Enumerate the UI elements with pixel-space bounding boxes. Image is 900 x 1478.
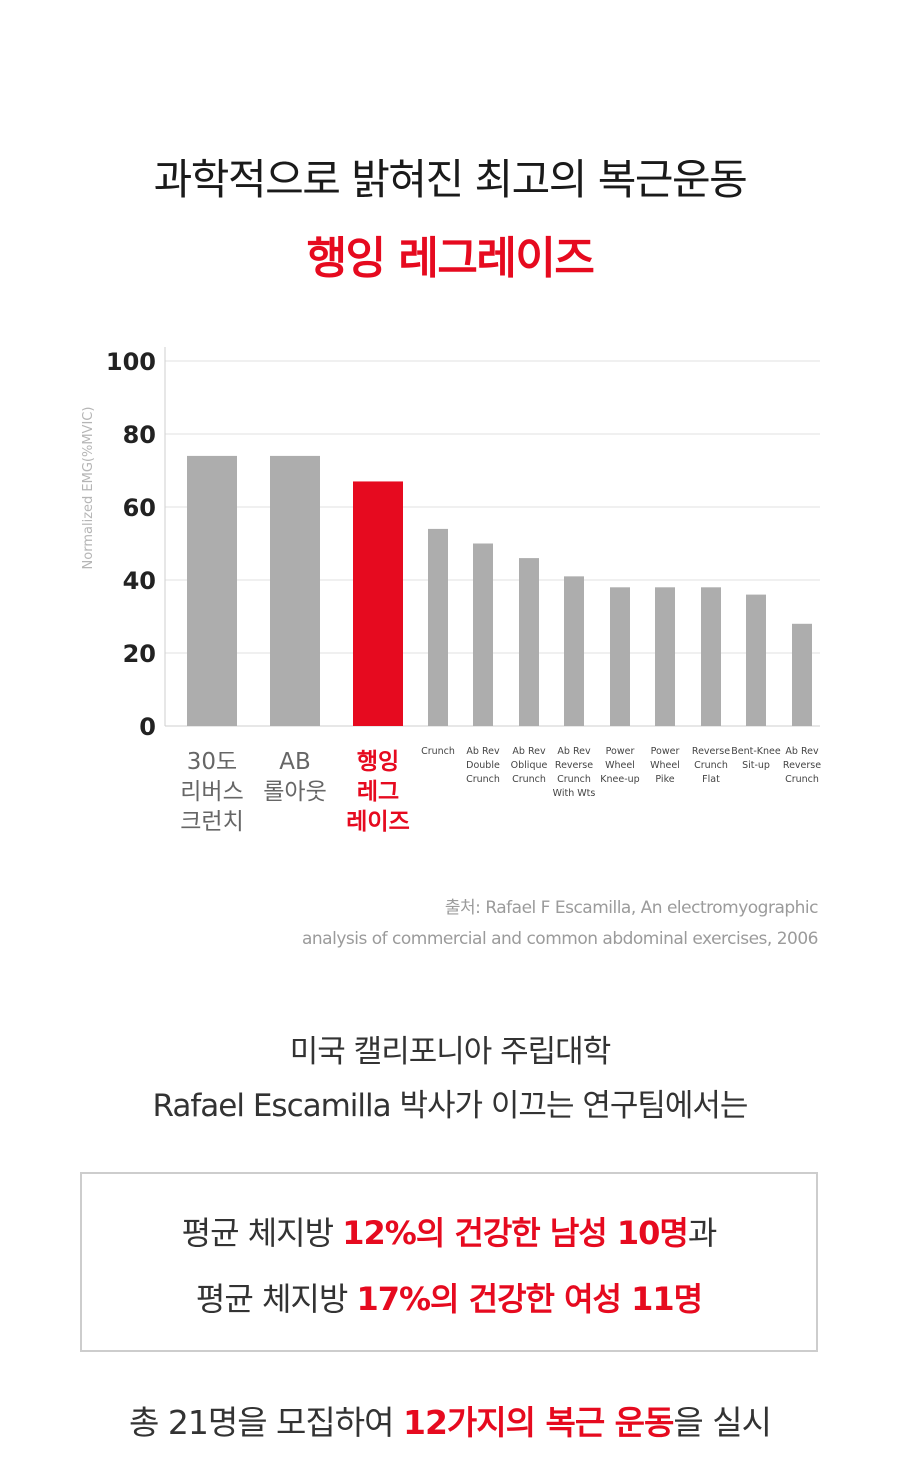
bar bbox=[701, 587, 721, 726]
emg-bar-chart: Normalized EMG(%MVIC) 0 20 40 60 80 100 30도 리버스 크… bbox=[81, 347, 821, 835]
x-tick-label: 행잉 레그 레이즈 bbox=[346, 749, 409, 835]
summary-text: 총 21명을 모집하여 12가지의 복근 운동을 실시 bbox=[0, 1396, 900, 1444]
x-tick-label: Ab Rev Oblique Crunch bbox=[511, 746, 548, 785]
y-tick-label: 80 bbox=[123, 421, 156, 449]
y-tick-label: 100 bbox=[106, 348, 156, 376]
summary-prefix: 총 21명을 모집하여 bbox=[129, 1403, 403, 1442]
page-subtitle: 행잉 레그레이즈 bbox=[306, 233, 595, 284]
x-tick-label: Bent-Knee Sit-up bbox=[731, 746, 781, 771]
source-line-2: analysis of commercial and common abdomi… bbox=[301, 929, 819, 949]
bar bbox=[270, 455, 320, 726]
x-tick-label: AB 롤아웃 bbox=[263, 749, 326, 805]
bar bbox=[353, 481, 403, 726]
summary-suffix: 을 실시 bbox=[673, 1403, 772, 1442]
bar bbox=[564, 576, 584, 726]
x-tick-label: Ab Rev Reverse Crunch bbox=[783, 746, 821, 785]
men-suffix: 과 bbox=[687, 1214, 717, 1252]
y-tick-label: 0 bbox=[139, 713, 156, 741]
x-tick-label: Ab Rev Reverse Crunch With Wts bbox=[553, 746, 596, 799]
participants-line-men: 평균 체지방 12%의 건강한 남성 10명과 bbox=[82, 1208, 816, 1254]
source-line-1: 출처: Rafael F Escamilla, An electromyogra… bbox=[444, 898, 819, 918]
participants-box: 평균 체지방 12%의 건강한 남성 10명과 평균 체지방 17%의 건강한 … bbox=[80, 1172, 818, 1352]
x-tick-label: 30도 리버스 크런치 bbox=[180, 749, 243, 835]
women-highlight: 17%의 건강한 여성 11명 bbox=[356, 1280, 703, 1318]
y-axis-label: Normalized EMG(%MVIC) bbox=[81, 407, 96, 570]
y-tick-label: 20 bbox=[123, 640, 156, 668]
bar bbox=[187, 455, 237, 726]
bar bbox=[746, 594, 766, 726]
x-tick-label: Power Wheel Knee-up bbox=[600, 746, 639, 785]
women-prefix: 평균 체지방 bbox=[195, 1280, 357, 1318]
y-tick-label: 40 bbox=[123, 567, 156, 595]
summary-highlight: 12가지의 복근 운동 bbox=[402, 1403, 674, 1442]
bar bbox=[519, 558, 539, 726]
source-citation: 출처: Rafael F Escamilla, An electromyogra… bbox=[301, 893, 819, 955]
participants-line-women: 평균 체지방 17%의 건강한 여성 11명 bbox=[82, 1274, 816, 1320]
bar bbox=[473, 543, 493, 726]
bar bbox=[792, 623, 812, 726]
page-title: 과학적으로 밝혀진 최고의 복근운동 bbox=[153, 155, 748, 204]
x-tick-label: Ab Rev Double Crunch bbox=[466, 746, 500, 785]
intro-text: 미국 캘리포니아 주립대학 Rafael Escamilla 박사가 이끄는 연… bbox=[0, 1025, 900, 1133]
men-prefix: 평균 체지방 bbox=[181, 1214, 343, 1252]
x-tick-label: Crunch bbox=[421, 746, 455, 757]
y-tick-label: 60 bbox=[123, 494, 156, 522]
x-tick-label: Reverse Crunch Flat bbox=[692, 746, 730, 785]
bar bbox=[428, 528, 448, 726]
men-highlight: 12%의 건강한 남성 10명 bbox=[342, 1214, 689, 1252]
bar bbox=[655, 587, 675, 726]
bar bbox=[610, 587, 630, 726]
intro-line-1: 미국 캘리포니아 주립대학 bbox=[289, 1034, 611, 1070]
intro-line-2: Rafael Escamilla 박사가 이끄는 연구팀에서는 bbox=[152, 1088, 749, 1124]
x-tick-label: Power Wheel Pike bbox=[650, 746, 680, 785]
